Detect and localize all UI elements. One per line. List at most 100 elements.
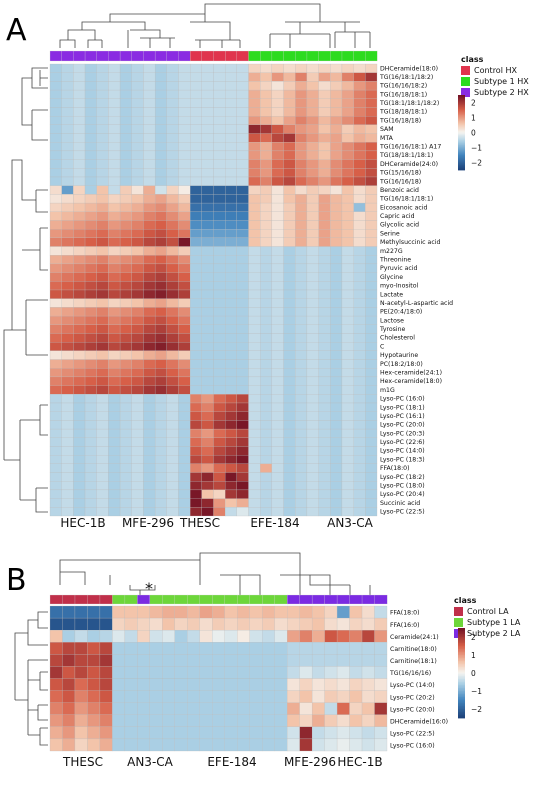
heatmap-cell xyxy=(213,159,226,169)
heatmap-cell xyxy=(318,455,331,464)
heatmap-cell xyxy=(260,411,273,421)
heatmap-cell xyxy=(131,498,144,508)
heatmap-cell xyxy=(248,307,261,317)
heatmap-cell xyxy=(178,211,191,221)
heatmap-cell xyxy=(49,690,63,703)
heatmap-cell xyxy=(213,63,226,73)
heatmap-cell xyxy=(295,498,308,508)
heatmap-cell xyxy=(73,176,86,186)
heatmap-cell xyxy=(306,124,319,134)
heatmap-cell xyxy=(295,359,308,369)
heatmap-cell xyxy=(318,472,331,482)
colorbar-tick-label: −2 xyxy=(471,159,482,168)
heatmap-cell xyxy=(108,150,121,160)
heatmap-cell xyxy=(353,211,366,221)
heatmap-cell xyxy=(249,642,263,655)
heatmap-cell xyxy=(311,630,325,643)
heatmap-cell xyxy=(178,298,191,308)
legend-swatch xyxy=(461,66,470,75)
heatmap-cell xyxy=(283,342,296,351)
heatmap-cell xyxy=(73,298,86,308)
heatmap-cell xyxy=(318,333,331,343)
heatmap-cell xyxy=(212,605,225,619)
legend-entry: Subtype 2 LA xyxy=(467,629,521,638)
heatmap-cell xyxy=(143,63,156,73)
heatmap-cell xyxy=(353,81,366,91)
heatmap-cell xyxy=(318,63,331,73)
heatmap-cell xyxy=(353,220,366,230)
heatmap-cell xyxy=(260,263,273,273)
heatmap-cell xyxy=(225,489,237,499)
heatmap-cell xyxy=(112,702,126,715)
heatmap-cell xyxy=(248,168,261,178)
heatmap-cell xyxy=(154,411,167,421)
heatmap-cell xyxy=(306,202,319,212)
heatmap-cell xyxy=(84,324,97,334)
heatmap-cell xyxy=(236,124,249,134)
heatmap-cell xyxy=(131,159,144,169)
heatmap-cell xyxy=(201,368,214,378)
heatmap-cell xyxy=(73,89,86,99)
heatmap-cell xyxy=(236,246,249,256)
heatmap-cell xyxy=(73,255,86,265)
heatmap-cell xyxy=(201,446,214,456)
heatmap-cell xyxy=(336,678,350,691)
heatmap-cell xyxy=(374,617,388,631)
heatmap-cell xyxy=(213,168,226,178)
heatmap-cell xyxy=(108,98,121,108)
heatmap-cell xyxy=(237,666,250,679)
heatmap-cell xyxy=(341,298,354,308)
heatmap-cell xyxy=(365,428,378,438)
heatmap-cell xyxy=(49,142,62,152)
heatmap-cell xyxy=(365,124,378,134)
heatmap-cell xyxy=(154,498,167,508)
heatmap-cell xyxy=(96,281,109,291)
heatmap-cell xyxy=(306,350,319,360)
heatmap-cell xyxy=(365,463,378,473)
heatmap-cell xyxy=(318,350,331,360)
heatmap-cell xyxy=(249,617,263,631)
class-annotation-cell xyxy=(274,594,288,605)
heatmap-cell xyxy=(248,220,261,230)
heatmap-cell xyxy=(311,690,325,703)
heatmap-cell xyxy=(260,107,273,117)
colorbar-segment xyxy=(458,670,465,672)
heatmap-cell xyxy=(236,107,249,117)
heatmap-cell xyxy=(119,194,132,204)
heatmap-cell xyxy=(283,272,296,282)
heatmap-cell xyxy=(365,263,378,273)
colorbar-segment xyxy=(458,146,465,148)
heatmap-cell xyxy=(187,654,200,667)
colorbar-segment xyxy=(458,688,465,690)
heatmap-cell xyxy=(324,617,338,631)
heatmap-cell xyxy=(213,472,226,482)
heatmap-cell xyxy=(178,185,191,195)
heatmap-cell xyxy=(190,168,202,178)
colorbar-segment xyxy=(458,128,465,131)
heatmap-cell xyxy=(119,463,132,473)
heatmap-cell xyxy=(224,738,238,752)
heatmap-cell xyxy=(212,678,225,691)
heatmap-cell xyxy=(96,420,109,430)
heatmap-cell xyxy=(124,702,138,715)
class-annotation-cell xyxy=(49,50,63,62)
heatmap-cell xyxy=(143,446,156,456)
heatmap-cell xyxy=(306,272,319,282)
heatmap-cell xyxy=(365,368,378,378)
heatmap-cell xyxy=(166,176,179,186)
heatmap-cell xyxy=(73,428,86,438)
column-group-label: THESC xyxy=(179,516,220,530)
heatmap-cell xyxy=(365,342,378,351)
heatmap-cell xyxy=(365,385,378,395)
heatmap-cell xyxy=(341,255,354,265)
heatmap-cell xyxy=(49,133,62,143)
heatmap-cell xyxy=(143,315,156,325)
heatmap-cell xyxy=(236,420,249,430)
heatmap-cell xyxy=(74,738,88,752)
heatmap-cell xyxy=(283,324,296,334)
heatmap-cell xyxy=(365,489,378,499)
class-annotation-cell xyxy=(237,594,251,605)
class-annotation-cell xyxy=(306,50,320,62)
heatmap-cell xyxy=(108,359,121,369)
heatmap-cell xyxy=(49,359,62,369)
